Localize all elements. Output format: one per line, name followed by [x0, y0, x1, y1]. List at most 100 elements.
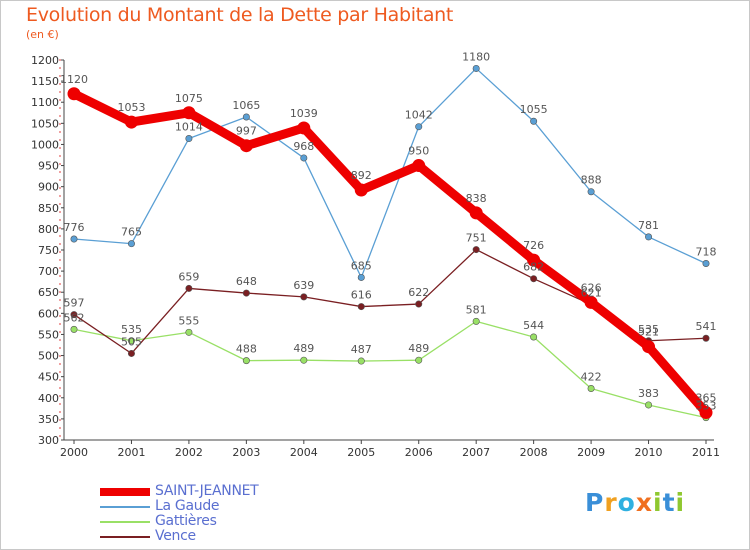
data-label-saint-jeannet: 626: [581, 281, 602, 294]
y-tick-label: 450: [38, 371, 59, 384]
data-label-gattieres: 487: [351, 343, 372, 356]
data-point-vence: [185, 284, 193, 292]
legend-swatch: [100, 521, 150, 523]
data-label-gattieres: 535: [121, 323, 142, 336]
data-point-saint-jeannet: [584, 295, 598, 309]
data-point-gattieres: [472, 317, 480, 325]
data-label-saint-jeannet: 838: [466, 192, 487, 205]
y-tick-label: 350: [38, 413, 59, 426]
legend-label: Vence: [155, 528, 196, 544]
data-point-la-gaude: [185, 135, 193, 143]
y-tick-label: 700: [38, 265, 59, 278]
data-point-vence: [472, 246, 480, 254]
data-point-saint-jeannet: [469, 206, 483, 220]
data-label-saint-jeannet: 1053: [117, 101, 145, 114]
data-point-vence: [530, 275, 538, 283]
data-point-la-gaude: [242, 113, 250, 121]
data-point-saint-jeannet: [412, 159, 426, 173]
x-tick-label: 2003: [232, 446, 260, 459]
data-point-vence: [300, 293, 308, 301]
y-tick-label: 950: [38, 160, 59, 173]
data-label-vence: 682: [523, 261, 544, 274]
data-label-saint-jeannet: 365: [696, 392, 717, 405]
data-label-la-gaude: 765: [121, 226, 142, 239]
data-label-vence: 622: [408, 286, 429, 299]
data-point-gattieres: [587, 384, 595, 392]
data-label-vence: 535: [638, 323, 659, 336]
data-label-vence: 648: [236, 275, 257, 288]
data-point-la-gaude: [587, 188, 595, 196]
data-label-gattieres: 581: [466, 303, 487, 316]
x-tick-label: 2006: [405, 446, 433, 459]
y-tick-label: 500: [38, 350, 59, 363]
series-line-saint-jeannet: [69, 89, 711, 418]
data-label-saint-jeannet: 1075: [175, 92, 203, 105]
y-tick-label: 1100: [31, 96, 59, 109]
data-point-gattieres: [357, 357, 365, 365]
y-tick-label: 800: [38, 223, 59, 236]
data-label-gattieres: 544: [523, 319, 544, 332]
x-tick-label: 2009: [577, 446, 605, 459]
proxiti-logo: Proxiti: [585, 488, 686, 517]
data-point-la-gaude: [530, 117, 538, 125]
data-point-la-gaude: [300, 154, 308, 162]
data-point-la-gaude: [645, 233, 653, 241]
data-label-la-gaude: 1180: [462, 50, 490, 63]
data-point-gattieres: [185, 328, 193, 336]
data-label-saint-jeannet: 997: [236, 125, 257, 138]
data-point-saint-jeannet: [354, 183, 368, 197]
data-label-vence: 616: [351, 289, 372, 302]
y-tick-label: 600: [38, 307, 59, 320]
data-point-gattieres: [300, 356, 308, 364]
data-label-saint-jeannet: 892: [351, 169, 372, 182]
data-label-saint-jeannet: 1039: [290, 107, 318, 120]
data-label-vence: 751: [466, 232, 487, 245]
x-tick-label: 2000: [60, 446, 88, 459]
chart-unit: (en €): [26, 28, 59, 41]
y-tick-label: 850: [38, 202, 59, 215]
y-tick-label: 1200: [31, 54, 59, 67]
data-label-vence: 541: [696, 320, 717, 333]
data-label-vence: 597: [64, 297, 85, 310]
legend-swatch: [100, 506, 150, 508]
data-point-la-gaude: [70, 235, 78, 243]
data-point-gattieres: [127, 337, 135, 345]
data-point-saint-jeannet: [239, 139, 253, 153]
y-tick-label: 1000: [31, 138, 59, 151]
data-point-saint-jeannet: [124, 115, 138, 129]
y-tick-label: 900: [38, 181, 59, 194]
x-tick-label: 2004: [290, 446, 318, 459]
data-point-saint-jeannet: [67, 87, 81, 101]
data-point-saint-jeannet: [527, 253, 541, 267]
data-point-gattieres: [415, 356, 423, 364]
legend-label: La Gaude: [155, 498, 220, 514]
x-tick-label: 2008: [520, 446, 548, 459]
data-label-saint-jeannet: 726: [523, 239, 544, 252]
y-tick-label: 400: [38, 392, 59, 405]
data-point-la-gaude: [357, 273, 365, 281]
y-tick-label: 1050: [31, 117, 59, 130]
data-point-gattieres: [70, 325, 78, 333]
series-line-gattieres: [73, 320, 707, 419]
data-label-la-gaude: 1014: [175, 121, 203, 134]
data-label-la-gaude: 718: [696, 246, 717, 259]
data-label-gattieres: 353: [696, 400, 717, 413]
data-label-saint-jeannet: 521: [638, 326, 659, 339]
data-label-vence: 639: [293, 279, 314, 292]
data-point-saint-jeannet: [642, 340, 656, 354]
y-tick-label: 550: [38, 328, 59, 341]
data-label-la-gaude: 968: [293, 140, 314, 153]
data-point-vence: [702, 334, 710, 342]
x-tick-label: 2011: [692, 446, 720, 459]
data-point-saint-jeannet: [182, 106, 196, 120]
y-tick-label: 300: [38, 434, 59, 447]
data-label-gattieres: 562: [64, 311, 85, 324]
data-label-la-gaude: 1042: [405, 109, 433, 122]
data-label-la-gaude: 1065: [232, 99, 260, 112]
data-label-gattieres: 422: [581, 370, 602, 383]
data-point-saint-jeannet: [699, 406, 713, 420]
y-tick-label: 1150: [31, 75, 59, 88]
y-tick-label: 650: [38, 286, 59, 299]
